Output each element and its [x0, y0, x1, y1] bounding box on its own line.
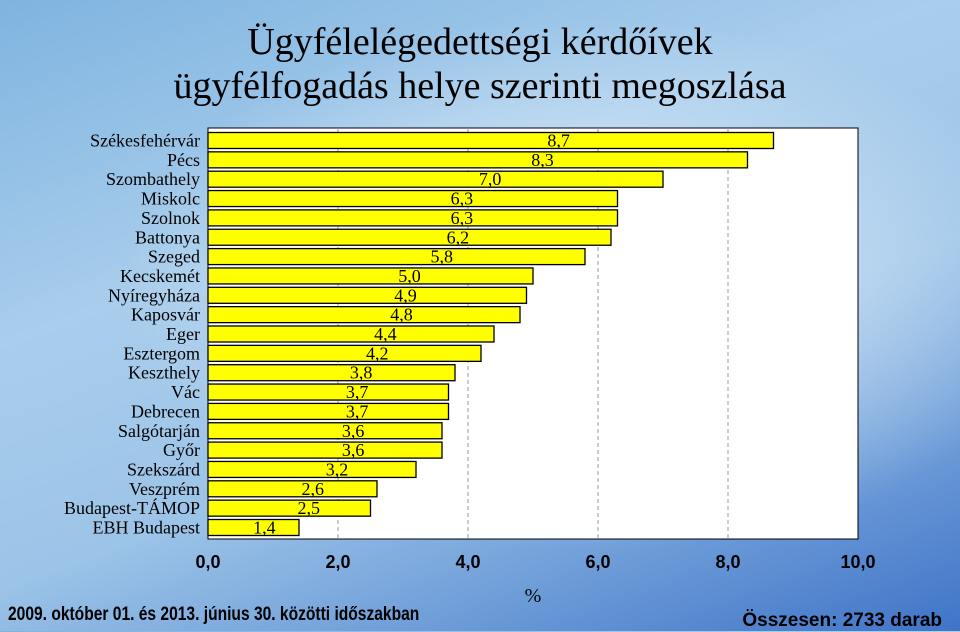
bar — [207, 499, 372, 517]
x-tick-label: 0,0 — [195, 552, 220, 572]
category-label: Vác — [171, 382, 200, 402]
category-label: Szekszárd — [127, 459, 200, 479]
bar — [207, 189, 619, 208]
bar — [207, 364, 456, 382]
value-label: 4,8 — [390, 305, 413, 325]
bar — [207, 286, 528, 304]
bar — [207, 518, 300, 537]
bar — [207, 422, 443, 440]
x-axis-label: % — [525, 585, 542, 607]
bar — [207, 267, 534, 285]
value-label: 3,8 — [350, 363, 373, 383]
category-label: Debrecen — [131, 401, 200, 421]
value-label: 2,6 — [302, 479, 325, 499]
category-label: Nyíregyháza — [108, 285, 200, 305]
category-label: Keszthely — [128, 363, 200, 383]
category-label: Győr — [163, 440, 200, 460]
bar — [207, 170, 664, 188]
category-label: Salgótarján — [118, 421, 200, 441]
bar — [207, 344, 482, 363]
category-label: Battonya — [135, 227, 200, 247]
bar — [207, 460, 417, 479]
x-tick-label: 8,0 — [715, 552, 740, 572]
category-label: Kecskemét — [120, 266, 200, 286]
value-label: 8,3 — [531, 150, 554, 170]
bar — [207, 228, 612, 246]
value-label: 6,2 — [447, 227, 470, 247]
value-label: 8,7 — [547, 131, 570, 151]
value-label: 6,3 — [451, 208, 474, 228]
category-label: Eger — [166, 324, 200, 344]
category-label: EBH Budapest — [93, 518, 201, 538]
value-label: 3,7 — [346, 401, 369, 421]
value-label: 3,6 — [342, 421, 365, 441]
category-label: Veszprém — [129, 479, 200, 499]
value-label: 2,5 — [298, 498, 321, 518]
category-label: Miskolc — [141, 189, 200, 209]
category-label: Szeged — [148, 247, 200, 267]
bar — [207, 209, 619, 227]
value-label: 7,0 — [479, 169, 502, 189]
bar — [207, 383, 450, 401]
bar — [207, 131, 775, 150]
category-label: Szolnok — [141, 208, 200, 228]
category-label: Szombathely — [106, 169, 200, 189]
category-label: Esztergom — [123, 343, 200, 363]
chart-title: Ügyfélelégedettségi kérdőívek ügyfélfoga… — [0, 20, 960, 108]
value-label: 5,8 — [430, 247, 453, 267]
bar — [207, 480, 378, 498]
bar — [207, 402, 450, 421]
period-note: 2009. október 01. és 2013. június 30. kö… — [8, 604, 420, 625]
value-label: 4,2 — [366, 343, 389, 363]
value-label: 3,2 — [326, 459, 349, 479]
x-tick-label: 4,0 — [455, 552, 480, 572]
x-tick-label: 10,0 — [840, 552, 875, 572]
bar — [207, 441, 443, 459]
value-label: 6,3 — [451, 189, 474, 209]
value-label: 5,0 — [398, 266, 421, 286]
bar — [207, 325, 495, 343]
value-label: 4,9 — [394, 285, 417, 305]
value-label: 4,4 — [374, 324, 397, 344]
title-line-1: Ügyfélelégedettségi kérdőívek — [247, 21, 713, 63]
x-tick-label: 2,0 — [325, 552, 350, 572]
bar — [207, 151, 749, 169]
category-label: Kaposvár — [131, 305, 200, 325]
value-label: 3,7 — [346, 382, 369, 402]
bar — [207, 247, 586, 266]
value-label: 3,6 — [342, 440, 365, 460]
total-count: Összesen: 2733 darab — [742, 610, 942, 631]
category-label: Pécs — [167, 150, 200, 170]
category-label: Budapest-TÁMOP — [64, 497, 200, 518]
x-tick-label: 6,0 — [585, 552, 610, 572]
value-label: 1,4 — [253, 518, 276, 538]
title-line-2: ügyfélfogadás helye szerinti megoszlása — [173, 65, 787, 107]
bar — [207, 305, 521, 324]
category-label: Székesfehérvár — [90, 131, 200, 151]
